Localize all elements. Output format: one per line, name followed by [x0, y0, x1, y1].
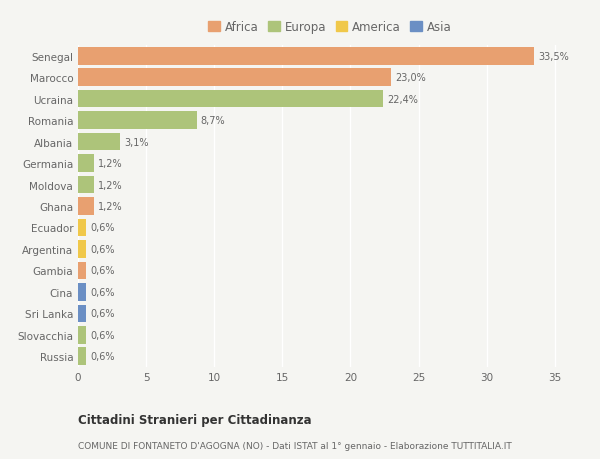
- Bar: [78, 305, 86, 322]
- Text: 0,6%: 0,6%: [90, 223, 115, 233]
- Bar: [78, 241, 86, 258]
- Bar: [78, 91, 383, 108]
- Bar: [78, 262, 86, 280]
- Bar: [78, 284, 86, 301]
- Text: 23,0%: 23,0%: [395, 73, 426, 83]
- Bar: [78, 348, 86, 365]
- Bar: [78, 176, 94, 194]
- Text: 0,6%: 0,6%: [90, 266, 115, 276]
- Text: 1,2%: 1,2%: [98, 180, 123, 190]
- Legend: Africa, Europa, America, Asia: Africa, Europa, America, Asia: [203, 17, 457, 39]
- Text: 22,4%: 22,4%: [387, 95, 418, 105]
- Bar: [78, 326, 86, 344]
- Text: COMUNE DI FONTANETO D'AGOGNA (NO) - Dati ISTAT al 1° gennaio - Elaborazione TUTT: COMUNE DI FONTANETO D'AGOGNA (NO) - Dati…: [78, 441, 512, 450]
- Text: 0,6%: 0,6%: [90, 308, 115, 319]
- Bar: [78, 69, 391, 87]
- Bar: [78, 155, 94, 173]
- Text: Cittadini Stranieri per Cittadinanza: Cittadini Stranieri per Cittadinanza: [78, 413, 311, 426]
- Text: 0,6%: 0,6%: [90, 352, 115, 362]
- Text: 0,6%: 0,6%: [90, 330, 115, 340]
- Bar: [78, 134, 120, 151]
- Text: 8,7%: 8,7%: [200, 116, 225, 126]
- Bar: [78, 219, 86, 237]
- Text: 0,6%: 0,6%: [90, 287, 115, 297]
- Bar: [78, 112, 197, 129]
- Text: 3,1%: 3,1%: [124, 137, 149, 147]
- Bar: [78, 48, 535, 65]
- Text: 0,6%: 0,6%: [90, 244, 115, 254]
- Text: 33,5%: 33,5%: [538, 51, 569, 62]
- Text: 1,2%: 1,2%: [98, 159, 123, 169]
- Text: 1,2%: 1,2%: [98, 202, 123, 212]
- Bar: [78, 198, 94, 215]
